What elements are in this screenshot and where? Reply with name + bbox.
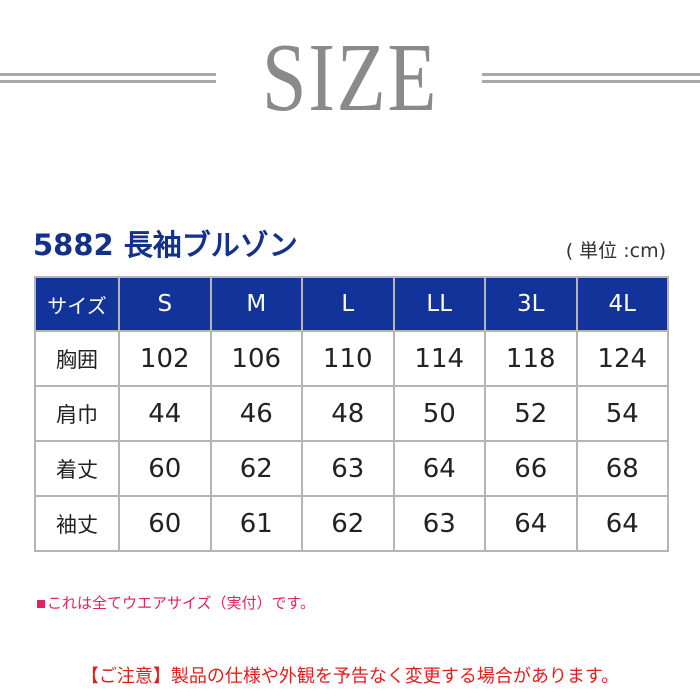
note-text: これは全てウエアサイズ（実付）です。	[47, 594, 316, 612]
divider-left	[0, 80, 216, 83]
table-header-row: サイズ S M L LL 3L 4L	[34, 276, 669, 332]
square-bullet-icon	[37, 600, 45, 608]
table-cell: 54	[575, 385, 669, 442]
table-cell: 60	[118, 495, 212, 552]
table-cell: 110	[301, 330, 395, 387]
divider-right	[482, 73, 700, 76]
row-label: 肩巾	[34, 385, 120, 442]
table-cell: 63	[301, 440, 395, 497]
table-cell: 118	[484, 330, 578, 387]
table-cell: 68	[575, 440, 669, 497]
divider-right	[482, 80, 700, 83]
table-cell: 52	[484, 385, 578, 442]
note: これは全てウエアサイズ（実付）です。	[37, 592, 315, 613]
table-cell: 63	[392, 495, 486, 552]
product-title: 5882 長袖ブルゾン	[33, 228, 298, 262]
header-cell-size: M	[209, 276, 303, 332]
table-cell: 46	[209, 385, 303, 442]
table-cell: 64	[392, 440, 486, 497]
unit-label: ( 単位 :cm)	[565, 240, 666, 262]
header-cell-size: 4L	[575, 276, 669, 332]
table-cell: 44	[118, 385, 212, 442]
table-cell: 62	[301, 495, 395, 552]
caution-text: 【ご注意】製品の仕様や外観を予告なく変更する場合があります。	[80, 666, 620, 687]
table-cell: 60	[118, 440, 212, 497]
header-cell-size: 3L	[484, 276, 578, 332]
table-cell: 64	[484, 495, 578, 552]
table-cell: 61	[209, 495, 303, 552]
table-cell: 48	[301, 385, 395, 442]
table-cell: 50	[392, 385, 486, 442]
row-label: 袖丈	[34, 495, 120, 552]
table-row: 胸囲 102 106 110 114 118 124	[34, 330, 669, 387]
table-row: 袖丈 60 61 62 63 64 64	[34, 495, 669, 552]
header-cell-size: S	[118, 276, 212, 332]
row-label: 着丈	[34, 440, 120, 497]
divider-left	[0, 73, 216, 76]
table-cell: 62	[209, 440, 303, 497]
header-cell-size: LL	[392, 276, 486, 332]
table-cell: 66	[484, 440, 578, 497]
table-row: 肩巾 44 46 48 50 52 54	[34, 385, 669, 442]
table-cell: 102	[118, 330, 212, 387]
table-cell: 106	[209, 330, 303, 387]
header-cell-label: サイズ	[34, 276, 120, 332]
table-cell: 124	[575, 330, 669, 387]
table-cell: 64	[575, 495, 669, 552]
table-cell: 114	[392, 330, 486, 387]
row-label: 胸囲	[34, 330, 120, 387]
size-table: サイズ S M L LL 3L 4L 胸囲 102 106 110 114 118 124 肩巾 44 46 4…	[34, 276, 669, 552]
table-row: 着丈 60 62 63 64 66 68	[34, 440, 669, 497]
header-cell-size: L	[301, 276, 395, 332]
page-heading: SIZE	[261, 24, 439, 132]
